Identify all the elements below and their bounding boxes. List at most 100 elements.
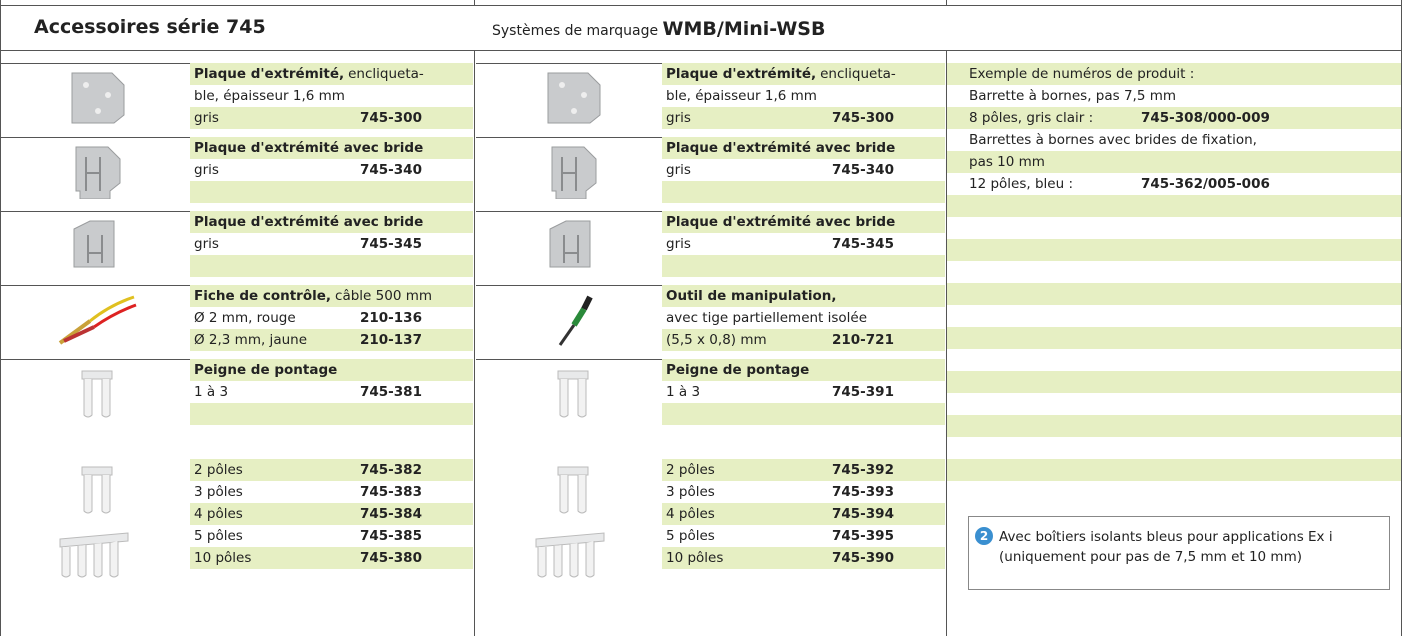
- product-code: 745-345: [360, 236, 422, 252]
- note-line: Avec boîtiers isolants bleus pour applic…: [999, 529, 1333, 545]
- table-row: [947, 327, 1401, 349]
- table-row: Plaque d'extrémité, encliqueta-: [662, 63, 945, 85]
- rule: [474, 0, 475, 5]
- item-title: Plaque d'extrémité,: [666, 66, 817, 82]
- table-row: gris 745-340: [190, 159, 473, 181]
- table-row: gris 745-340: [662, 159, 945, 181]
- table-row: (5,5 x 0,8) mm 210-721: [662, 329, 945, 351]
- product-code: 210-137: [360, 332, 422, 348]
- product-image: [557, 370, 589, 418]
- item-title: Peigne de pontage: [666, 362, 810, 378]
- item-text: 5 pôles: [666, 528, 715, 544]
- table-row: [947, 239, 1401, 261]
- product-image: [81, 466, 113, 514]
- product-code: 745-300: [832, 110, 894, 126]
- table-row: 8 pôles, gris clair : 745-308/000-009: [947, 107, 1401, 129]
- subtitle: WMB/Mini-WSB: [662, 18, 826, 40]
- table-row: Exemple de numéros de produit :: [947, 63, 1401, 85]
- item-text: 3 pôles: [666, 484, 715, 500]
- table-row: [947, 371, 1401, 393]
- table-row: 2 pôles 745-382: [190, 459, 473, 481]
- table-row: Barrettes à bornes avec brides de fixati…: [947, 129, 1401, 151]
- product-image: [535, 532, 605, 578]
- item-text: gris: [666, 236, 691, 252]
- table-row: Peigne de pontage: [662, 359, 945, 381]
- item-text: 1 à 3: [666, 384, 701, 400]
- rule: [474, 50, 475, 636]
- product-image: [557, 466, 589, 514]
- product-code: 745-391: [832, 384, 894, 400]
- item-title: Plaque d'extrémité avec bride: [666, 140, 896, 156]
- item-text: 4 pôles: [666, 506, 715, 522]
- item-title: Plaque d'extrémité,: [194, 66, 345, 82]
- item-text: gris: [194, 162, 219, 178]
- item-text: ble, épaisseur 1,6 mm: [666, 88, 817, 104]
- item-text: 2 pôles: [194, 462, 243, 478]
- table-row: pas 10 mm: [947, 151, 1401, 173]
- table-row: [947, 459, 1401, 481]
- table-row: Plaque d'extrémité avec bride: [662, 137, 945, 159]
- product-code: 745-382: [360, 462, 422, 478]
- table-row: [662, 569, 945, 591]
- table-row: Ø 2,3 mm, jaune 210-137: [190, 329, 473, 351]
- product-image: [551, 146, 597, 199]
- table-row: [947, 283, 1401, 305]
- table-row: 3 pôles 745-383: [190, 481, 473, 503]
- item-title: Outil de manipulation,: [666, 288, 837, 304]
- item-text: encliqueta-: [820, 66, 896, 82]
- table-row: gris 745-300: [190, 107, 473, 129]
- table-row: gris 745-345: [662, 233, 945, 255]
- table-row: Plaque d'extrémité, encliqueta-: [190, 63, 473, 85]
- section-subtitle: Systèmes de marquage WMB/Mini-WSB: [492, 18, 825, 40]
- product-code: 745-385: [360, 528, 422, 544]
- item-text: gris: [666, 162, 691, 178]
- item-title: Plaque d'extrémité avec bride: [194, 140, 424, 156]
- product-image: [558, 295, 593, 346]
- table-row: Fiche de contrôle, câble 500 mm: [190, 285, 473, 307]
- item-text: 1 à 3: [194, 384, 229, 400]
- item-text: 10 pôles: [194, 550, 252, 566]
- item-text: 8 pôles, gris clair :: [969, 110, 1094, 126]
- rule: [0, 0, 1, 636]
- product-code: 210-136: [360, 310, 422, 326]
- table-row: [190, 255, 473, 277]
- rule: [0, 5, 1402, 6]
- table-row: ble, épaisseur 1,6 mm: [190, 85, 473, 107]
- table-row: [190, 569, 473, 591]
- item-text: gris: [194, 110, 219, 126]
- rule: [946, 0, 947, 5]
- product-code: 745-308/000-009: [1141, 110, 1270, 126]
- product-image: [75, 146, 121, 199]
- table-row: Plaque d'extrémité avec bride: [190, 137, 473, 159]
- item-text: 10 pôles: [666, 550, 724, 566]
- product-code: 745-340: [832, 162, 894, 178]
- item-text: Exemple de numéros de produit :: [969, 66, 1195, 82]
- product-code: 745-380: [360, 550, 422, 566]
- table-row: 5 pôles 745-395: [662, 525, 945, 547]
- table-row: [662, 181, 945, 203]
- table-row: [662, 255, 945, 277]
- product-code: 745-345: [832, 236, 894, 252]
- product-code: 745-300: [360, 110, 422, 126]
- table-row: [190, 403, 473, 425]
- item-text: Barrettes à bornes avec brides de fixati…: [969, 132, 1257, 148]
- table-row: [947, 393, 1401, 415]
- section-title: Accessoires série 745: [34, 16, 266, 38]
- item-text: 3 pôles: [194, 484, 243, 500]
- table-row: gris 745-300: [662, 107, 945, 129]
- rule: [946, 50, 947, 636]
- product-code: 210-721: [832, 332, 894, 348]
- table-row: [947, 261, 1401, 283]
- note-line: (uniquement pour pas de 7,5 mm et 10 mm): [999, 549, 1302, 565]
- product-code: 745-383: [360, 484, 422, 500]
- product-code: 745-394: [832, 506, 894, 522]
- table-row: [947, 305, 1401, 327]
- table-row: Plaque d'extrémité avec bride: [190, 211, 473, 233]
- table-row: Outil de manipulation,: [662, 285, 945, 307]
- table-row: ble, épaisseur 1,6 mm: [662, 85, 945, 107]
- table-row: 12 pôles, bleu : 745-362/005-006: [947, 173, 1401, 195]
- table-row: [947, 481, 1401, 503]
- product-image: [549, 220, 591, 268]
- table-row: 4 pôles 745-394: [662, 503, 945, 525]
- table-row: 2 pôles 745-392: [662, 459, 945, 481]
